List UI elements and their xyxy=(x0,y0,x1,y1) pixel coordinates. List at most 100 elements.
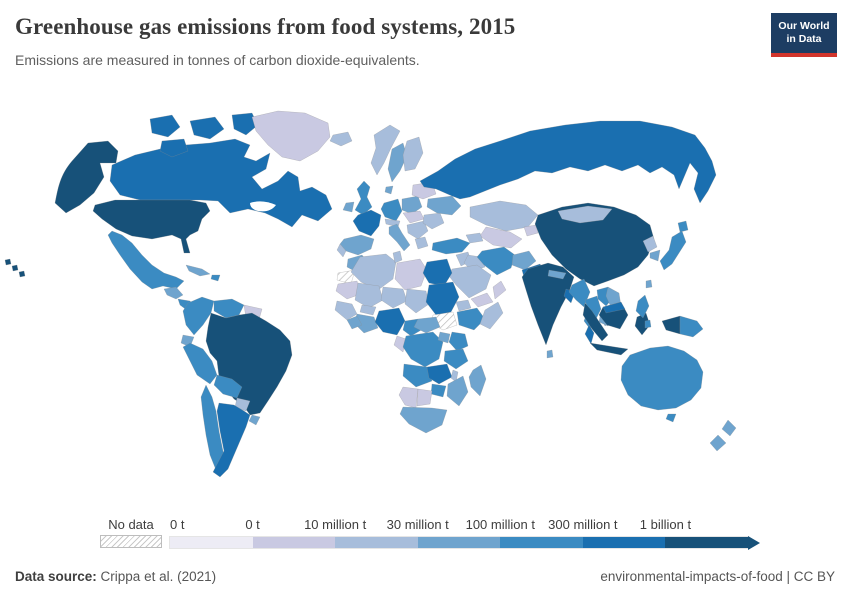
legend-bin-5[interactable] xyxy=(582,537,666,548)
country-sweden[interactable] xyxy=(387,142,408,183)
country-northkorea[interactable] xyxy=(642,235,658,253)
country-usa[interactable] xyxy=(92,199,211,254)
country-png[interactable] xyxy=(679,315,704,338)
country-iran[interactable] xyxy=(476,246,516,276)
country-france[interactable] xyxy=(352,209,382,237)
country-mexico[interactable] xyxy=(107,230,185,290)
country-canada-arctic-4[interactable] xyxy=(159,138,189,158)
country-zimbabwe[interactable] xyxy=(430,383,447,398)
country-java[interactable] xyxy=(589,342,629,356)
country-new-zealand[interactable] xyxy=(709,419,737,452)
country-japan-hokkaido[interactable] xyxy=(677,220,689,233)
country-balkans[interactable] xyxy=(406,220,429,240)
country-colombia[interactable] xyxy=(182,296,215,336)
country-argentina[interactable] xyxy=(212,402,251,478)
country-senegal[interactable] xyxy=(334,300,358,321)
country-uk[interactable] xyxy=(354,180,373,216)
country-drc[interactable] xyxy=(402,331,444,368)
country-tunisia[interactable] xyxy=(392,250,403,264)
country-china[interactable] xyxy=(534,202,655,287)
country-germany[interactable] xyxy=(380,198,403,222)
country-afghanistan[interactable] xyxy=(511,250,537,271)
country-tanzania[interactable] xyxy=(443,348,469,370)
country-centraleurope[interactable] xyxy=(402,210,425,224)
country-southafrica[interactable] xyxy=(399,406,448,434)
country-mozambique[interactable] xyxy=(446,375,469,407)
country-ireland[interactable] xyxy=(342,201,355,213)
country-tasmania[interactable] xyxy=(665,413,677,423)
country-peru[interactable] xyxy=(182,342,218,385)
country-italy[interactable] xyxy=(388,223,411,252)
country-egypt[interactable] xyxy=(422,258,453,287)
country-algeria[interactable] xyxy=(350,253,397,291)
country-portugal[interactable] xyxy=(336,243,347,258)
country-ukraine[interactable] xyxy=(426,195,462,216)
country-guatemala[interactable] xyxy=(163,286,184,300)
country-kyrgyz[interactable] xyxy=(523,224,539,237)
country-eritrea[interactable] xyxy=(455,299,472,312)
country-car[interactable] xyxy=(413,316,441,334)
country-alaska[interactable] xyxy=(54,140,119,214)
legend-bin-0[interactable] xyxy=(170,537,253,548)
country-nigeria[interactable] xyxy=(374,307,406,336)
country-australia[interactable] xyxy=(620,345,704,411)
country-denmark[interactable] xyxy=(384,185,394,195)
country-turkey[interactable] xyxy=(431,237,471,255)
country-namibia[interactable] xyxy=(398,386,419,409)
legend-bin-6[interactable] xyxy=(665,537,749,548)
country-caucasus[interactable] xyxy=(465,232,484,244)
data-source-link[interactable]: Crippa et al. (2021) xyxy=(100,569,217,584)
legend-bin-4[interactable] xyxy=(500,537,583,548)
country-brazil[interactable] xyxy=(205,312,293,416)
country-kenya[interactable] xyxy=(448,331,469,352)
country-sierra-liberia[interactable] xyxy=(346,315,363,330)
country-canada-arctic-2[interactable] xyxy=(189,116,225,140)
country-nepal[interactable] xyxy=(547,269,567,280)
country-uganda[interactable] xyxy=(437,331,451,344)
country-mongolia[interactable] xyxy=(557,205,613,224)
country-madagascar[interactable] xyxy=(468,364,487,397)
license-link[interactable]: environmental-impacts-of-food | CC BY xyxy=(600,569,835,584)
country-southkorea[interactable] xyxy=(649,249,661,262)
country-romania[interactable] xyxy=(422,212,445,230)
country-greenland[interactable] xyxy=(251,110,331,162)
country-cuba[interactable] xyxy=(185,264,211,277)
country-libya[interactable] xyxy=(394,258,428,291)
country-angola[interactable] xyxy=(402,363,433,388)
country-saudi[interactable] xyxy=(448,264,492,299)
country-hispaniola[interactable] xyxy=(210,274,221,282)
country-philippines[interactable] xyxy=(635,294,652,329)
country-poland[interactable] xyxy=(401,195,423,215)
legend-bin-3[interactable] xyxy=(417,537,501,548)
country-sudan[interactable] xyxy=(425,281,460,316)
country-japan[interactable] xyxy=(659,230,687,271)
country-zambia[interactable] xyxy=(426,363,453,385)
country-iceland[interactable] xyxy=(329,131,353,147)
country-yemen[interactable] xyxy=(470,292,494,308)
country-oman[interactable] xyxy=(492,280,507,300)
country-mauritania[interactable] xyxy=(335,280,362,300)
country-canada-arctic-3[interactable] xyxy=(231,112,259,136)
country-uruguay[interactable] xyxy=(248,414,261,426)
country-norway[interactable] xyxy=(370,124,401,176)
legend-no-data-swatch[interactable] xyxy=(100,535,162,548)
country-canada-arctic-1[interactable] xyxy=(149,114,181,138)
country-chad[interactable] xyxy=(404,288,430,314)
country-srilanka[interactable] xyxy=(546,349,554,359)
country-somalia[interactable] xyxy=(479,301,504,330)
country-india[interactable] xyxy=(521,262,575,346)
country-burkina[interactable] xyxy=(359,304,377,316)
legend-bin-1[interactable] xyxy=(252,537,336,548)
country-sumatra[interactable] xyxy=(582,302,609,342)
country-borneo-malaysia[interactable] xyxy=(602,301,626,314)
legend-bin-2[interactable] xyxy=(335,537,418,548)
country-finland[interactable] xyxy=(402,136,424,172)
country-west-papua[interactable] xyxy=(661,315,681,335)
country-taiwan[interactable] xyxy=(645,279,653,289)
country-greece[interactable] xyxy=(414,236,429,250)
country-myanmar[interactable] xyxy=(568,278,591,308)
country-mali[interactable] xyxy=(354,282,384,309)
owid-logo[interactable]: Our World in Data xyxy=(771,13,837,53)
country-canada[interactable] xyxy=(109,138,333,228)
country-usa-hawaii[interactable] xyxy=(4,258,26,278)
